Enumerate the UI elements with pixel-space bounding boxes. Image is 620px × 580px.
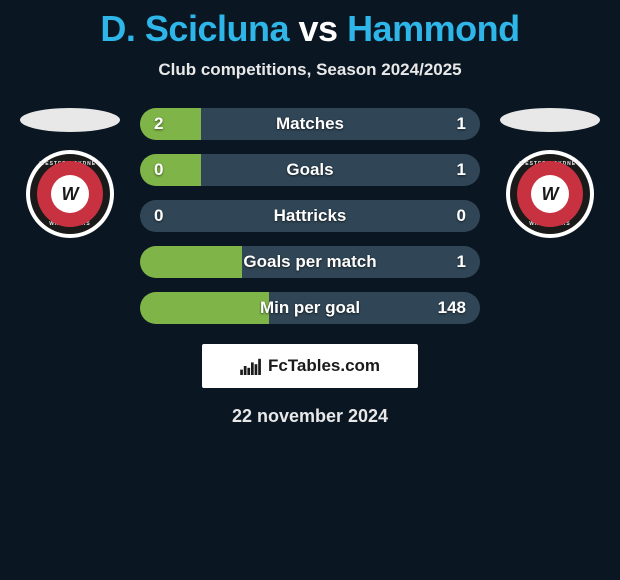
player1-name: D. Scicluna [100, 8, 289, 49]
stat-value-right: 148 [438, 292, 466, 324]
stat-value-left: 2 [154, 108, 163, 140]
crest-center-letter: W [531, 175, 569, 213]
stat-label: Min per goal [140, 292, 480, 324]
right-photo-placeholder [500, 108, 600, 132]
bar-chart-icon [240, 357, 262, 375]
stat-label: Goals per match [140, 246, 480, 278]
stat-value-left: 0 [154, 200, 163, 232]
crest-center-letter: W [51, 175, 89, 213]
stat-bars: Matches21Goals01Hattricks00Goals per mat… [140, 108, 480, 324]
subtitle: Club competitions, Season 2024/2025 [0, 60, 620, 80]
stat-label: Goals [140, 154, 480, 186]
left-photo-placeholder [20, 108, 120, 132]
crest-inner: W [517, 161, 583, 227]
crest-inner: W [37, 161, 103, 227]
footer-brand-text: FcTables.com [268, 356, 380, 376]
right-side-column: WESTERN SYDNEY WANDERERS W [494, 108, 606, 238]
vs-text: vs [299, 8, 338, 49]
stat-row: Matches2 1 [140, 108, 480, 140]
stat-value-right: 0 [457, 200, 466, 232]
comparison-title: D. Scicluna vs Hammond [0, 0, 620, 50]
comparison-content: WESTERN SYDNEY WANDERERS W Matches21Goal… [0, 108, 620, 324]
stat-label: Hattricks [140, 200, 480, 232]
date-text: 22 november 2024 [0, 406, 620, 427]
stat-value-right: 1 [457, 154, 466, 186]
stat-row: Min per goal148 [140, 292, 480, 324]
stat-value-right: 1 [457, 108, 466, 140]
footer-brand-badge: FcTables.com [202, 344, 418, 388]
stat-value-right: 1 [457, 246, 466, 278]
stat-row: Goals0 1 [140, 154, 480, 186]
stat-row: Hattricks0 0 [140, 200, 480, 232]
left-club-crest: WESTERN SYDNEY WANDERERS W [26, 150, 114, 238]
left-side-column: WESTERN SYDNEY WANDERERS W [14, 108, 126, 238]
right-club-crest: WESTERN SYDNEY WANDERERS W [506, 150, 594, 238]
stat-value-left: 0 [154, 154, 163, 186]
stat-row: Goals per match1 [140, 246, 480, 278]
stat-label: Matches [140, 108, 480, 140]
player2-name: Hammond [347, 8, 520, 49]
